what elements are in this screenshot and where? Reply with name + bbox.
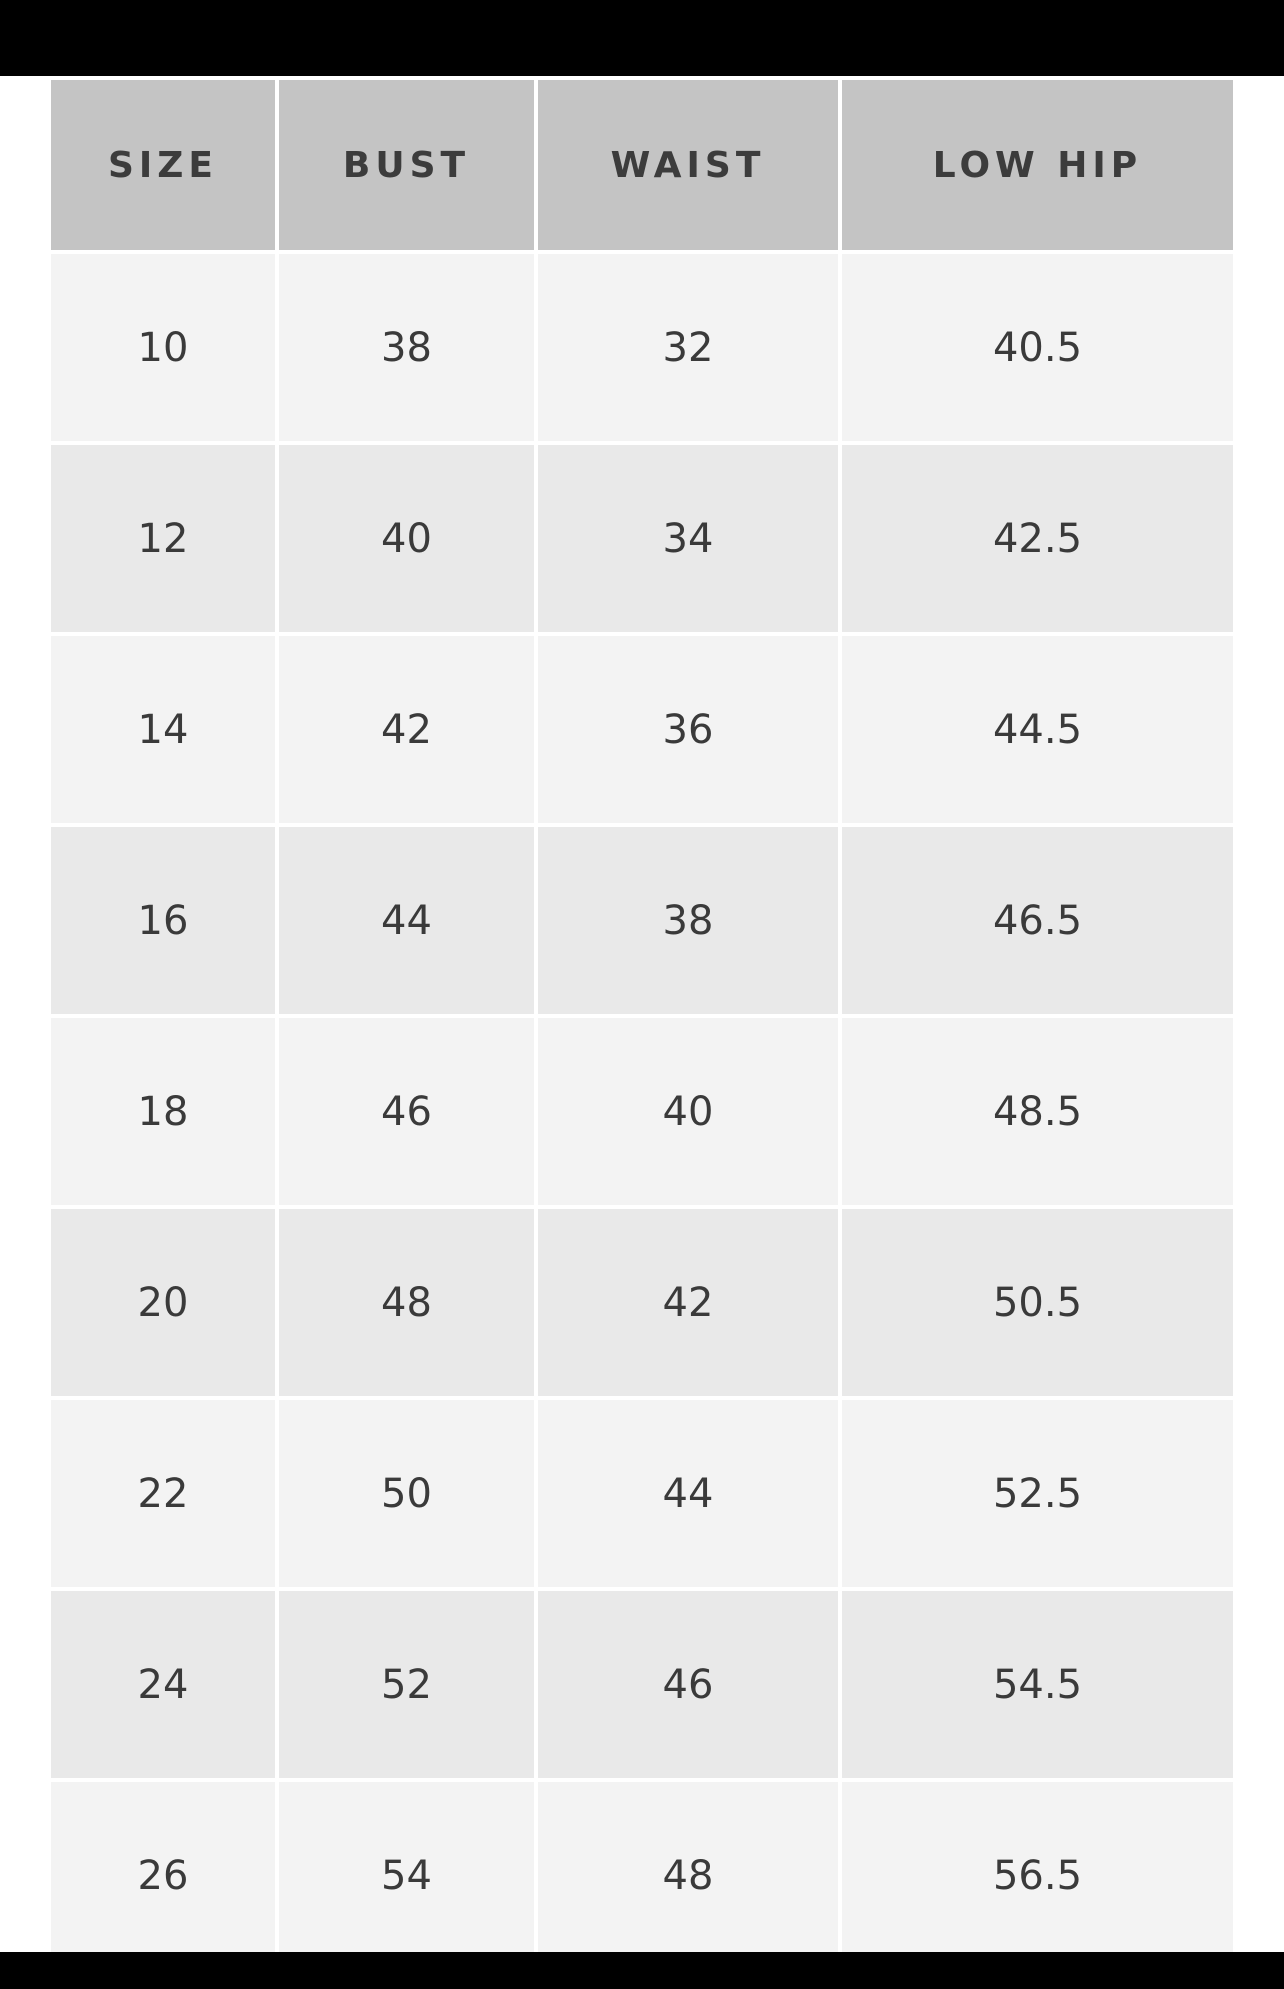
table-cell: 40 xyxy=(538,1018,838,1205)
table-cell: 46.5 xyxy=(842,827,1233,1014)
table-cell: 50 xyxy=(279,1400,534,1587)
table-cell: 54.5 xyxy=(842,1591,1233,1778)
table-cell: 16 xyxy=(51,827,275,1014)
table-cell: 40.5 xyxy=(842,254,1233,441)
table-cell: 42.5 xyxy=(842,445,1233,632)
table-cell: 10 xyxy=(51,254,275,441)
header-cell: BUST xyxy=(279,80,534,250)
header-cell: SIZE xyxy=(51,80,275,250)
table-cell: 48 xyxy=(538,1782,838,1952)
bottom-bar xyxy=(0,1952,1284,1989)
table-cell: 38 xyxy=(538,827,838,1014)
table-cell: 24 xyxy=(51,1591,275,1778)
table-cell: 48.5 xyxy=(842,1018,1233,1205)
table-cell: 26 xyxy=(51,1782,275,1952)
header-cell: LOW HIP xyxy=(842,80,1233,250)
table-cell: 40 xyxy=(279,445,534,632)
table-cell: 12 xyxy=(51,445,275,632)
table-cell: 44 xyxy=(279,827,534,1014)
table-cell: 42 xyxy=(538,1209,838,1396)
size-table: SIZE BUST WAIST LOW HIP 10 38 32 40.5 12 40 34 42.5… xyxy=(51,80,1233,1952)
table-grid: SIZE BUST WAIST LOW HIP 10 38 32 40.5 12 40 34 42.5… xyxy=(51,80,1233,1952)
table-cell: 54 xyxy=(279,1782,534,1952)
table-cell: 44.5 xyxy=(842,636,1233,823)
top-bar xyxy=(0,0,1284,76)
table-cell: 42 xyxy=(279,636,534,823)
table-cell: 50.5 xyxy=(842,1209,1233,1396)
table-cell: 32 xyxy=(538,254,838,441)
table-cell: 34 xyxy=(538,445,838,632)
table-cell: 20 xyxy=(51,1209,275,1396)
table-cell: 52.5 xyxy=(842,1400,1233,1587)
table-cell: 22 xyxy=(51,1400,275,1587)
table-cell: 46 xyxy=(538,1591,838,1778)
table-cell: 56.5 xyxy=(842,1782,1233,1952)
table-cell: 52 xyxy=(279,1591,534,1778)
table-cell: 14 xyxy=(51,636,275,823)
table-cell: 44 xyxy=(538,1400,838,1587)
table-cell: 38 xyxy=(279,254,534,441)
table-cell: 36 xyxy=(538,636,838,823)
header-cell: WAIST xyxy=(538,80,838,250)
table-cell: 46 xyxy=(279,1018,534,1205)
table-cell: 18 xyxy=(51,1018,275,1205)
table-cell: 48 xyxy=(279,1209,534,1396)
